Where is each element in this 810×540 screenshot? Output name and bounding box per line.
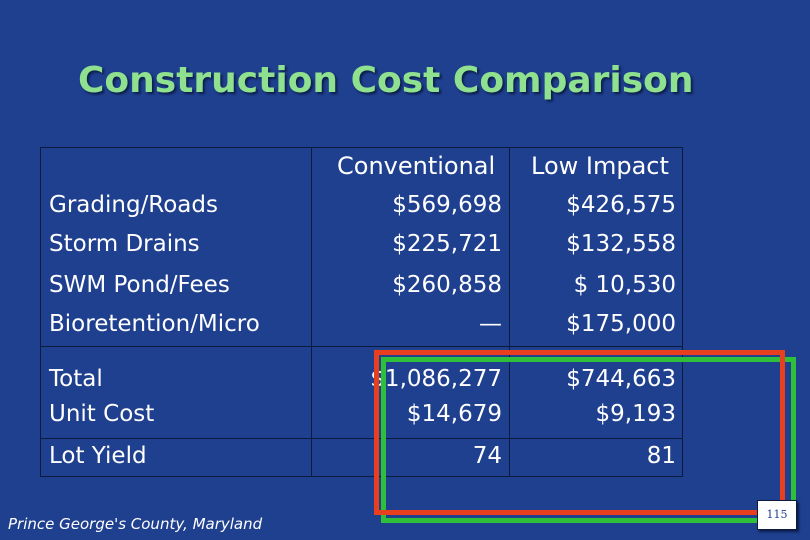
conventional-value: $569,698 <box>392 192 502 218</box>
conventional-value: $14,679 <box>406 401 502 427</box>
page-number: 115 <box>757 500 797 530</box>
low-impact-value: $132,558 <box>566 231 676 257</box>
row-label: SWM Pond/Fees <box>49 272 230 298</box>
conventional-value: — <box>479 311 502 337</box>
header-conventional: Conventional <box>337 152 496 180</box>
low-impact-value: 81 <box>646 443 676 469</box>
row-label: Grading/Roads <box>49 192 218 218</box>
footer-source: Prince George's County, Maryland <box>8 515 263 533</box>
low-impact-value: $426,575 <box>566 192 676 218</box>
low-impact-value: $744,663 <box>566 366 676 392</box>
row-label: Lot Yield <box>49 443 147 469</box>
row-divider <box>41 346 682 347</box>
row-label: Total <box>49 366 103 392</box>
low-impact-value: $ 10,530 <box>573 272 676 298</box>
conventional-value: $260,858 <box>392 272 502 298</box>
row-label: Storm Drains <box>49 231 200 257</box>
row-divider <box>41 438 682 439</box>
highlight-box-red <box>374 350 785 515</box>
low-impact-value: $175,000 <box>566 311 676 337</box>
row-label: Bioretention/Micro <box>49 311 260 337</box>
conventional-value: 74 <box>472 443 502 469</box>
row-label: Unit Cost <box>49 401 155 427</box>
slide-title: Construction Cost Comparison <box>78 60 694 101</box>
conventional-value: $225,721 <box>392 231 502 257</box>
header-low-impact: Low Impact <box>531 152 669 180</box>
low-impact-value: $9,193 <box>595 401 676 427</box>
column-divider <box>509 148 510 476</box>
cost-comparison-table: Conventional Low Impact Grading/Roads $5… <box>40 147 683 477</box>
conventional-value: $1,086,277 <box>370 366 502 392</box>
column-divider <box>311 148 312 476</box>
highlight-box-green <box>381 357 796 523</box>
